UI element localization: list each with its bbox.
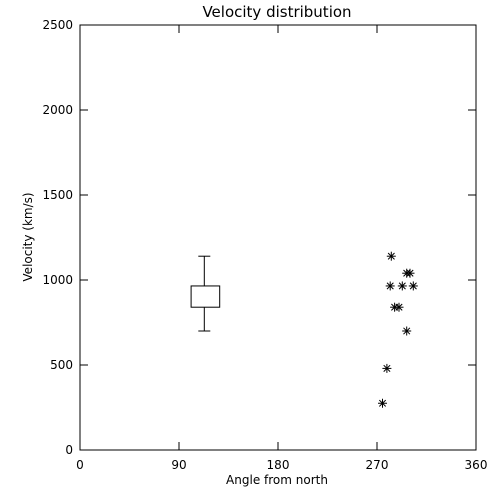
y-axis-label: Velocity (km/s) — [21, 192, 35, 281]
iqr-box — [190, 285, 221, 308]
y-tick-label: 0 — [65, 443, 73, 457]
data-point — [394, 302, 404, 312]
y-tick-label: 1000 — [42, 273, 73, 287]
plot-frame — [79, 24, 477, 451]
data-point — [378, 398, 387, 408]
x-tick-label: 180 — [267, 458, 290, 472]
y-tick-label: 500 — [50, 358, 73, 372]
data-point — [386, 251, 396, 261]
x-tick-label: 90 — [171, 458, 186, 472]
boxplot — [190, 255, 221, 332]
data-point — [405, 268, 415, 278]
y-tick-label: 2000 — [42, 103, 73, 117]
x-tick-label: 0 — [76, 458, 84, 472]
x-tick-label: 270 — [366, 458, 389, 472]
data-point — [385, 281, 395, 291]
x-tick-label: 360 — [465, 458, 488, 472]
y-axis: 0 500 1000 1500 2000 2500 — [42, 18, 476, 457]
x-axis: 0 90 180 270 360 — [76, 25, 487, 472]
data-point — [382, 363, 392, 373]
chart-title: Velocity distribution — [202, 3, 351, 21]
y-tick-label: 2500 — [42, 18, 73, 32]
scatter-series — [378, 251, 418, 408]
data-point — [408, 281, 418, 291]
data-point — [397, 281, 407, 291]
data-point — [402, 326, 412, 336]
y-tick-label: 1500 — [42, 188, 73, 202]
x-axis-label: Angle from north — [226, 473, 328, 487]
